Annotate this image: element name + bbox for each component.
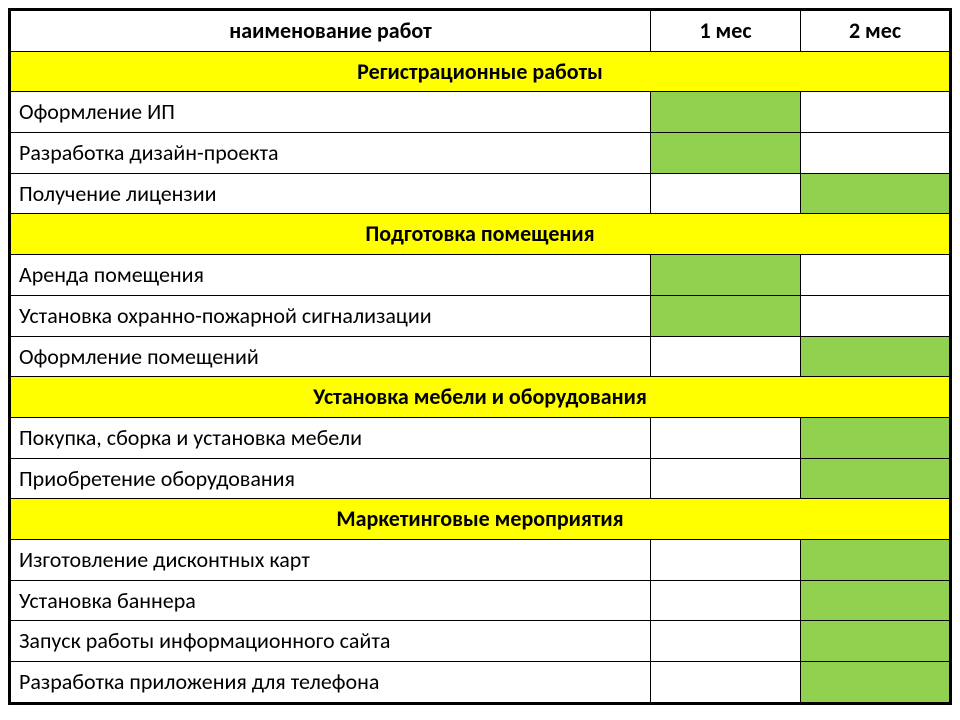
month2-cell: [801, 336, 951, 377]
month1-cell: [651, 336, 801, 377]
month1-cell: [651, 133, 801, 174]
month2-cell: [801, 417, 951, 458]
task-name: Оформление помещений: [10, 336, 651, 377]
month2-cell: [801, 133, 951, 174]
section-title: Подготовка помещения: [10, 214, 951, 255]
month1-cell: [651, 255, 801, 296]
section-header: Подготовка помещения: [10, 214, 951, 255]
task-name: Разработка приложения для телефона: [10, 662, 651, 704]
table-row: Разработка приложения для телефона: [10, 662, 951, 704]
month1-cell: [651, 295, 801, 336]
table-row: Оформление помещений: [10, 336, 951, 377]
task-name: Запуск работы информационного сайта: [10, 621, 651, 662]
table-row: Получение лицензии: [10, 173, 951, 214]
task-name: Установка баннера: [10, 580, 651, 621]
table-row: Запуск работы информационного сайта: [10, 621, 951, 662]
month2-cell: [801, 458, 951, 499]
task-name: Установка охранно-пожарной сигнализации: [10, 295, 651, 336]
month1-cell: [651, 173, 801, 214]
month1-cell: [651, 662, 801, 704]
table-header-row: наименование работ 1 мес 2 мес: [10, 10, 951, 52]
month1-cell: [651, 580, 801, 621]
month1-cell: [651, 458, 801, 499]
table-body: Регистрационные работыОформление ИПРазра…: [10, 51, 951, 703]
month1-cell: [651, 621, 801, 662]
table-row: Приобретение оборудования: [10, 458, 951, 499]
section-header: Регистрационные работы: [10, 51, 951, 92]
section-title: Установка мебели и оборудования: [10, 377, 951, 418]
task-name: Оформление ИП: [10, 92, 651, 133]
table-row: Изготовление дисконтных карт: [10, 539, 951, 580]
task-name: Аренда помещения: [10, 255, 651, 296]
table-row: Покупка, сборка и установка мебели: [10, 417, 951, 458]
task-name: Приобретение оборудования: [10, 458, 651, 499]
table-row: Установка баннера: [10, 580, 951, 621]
section-title: Маркетинговые мероприятия: [10, 499, 951, 540]
table-row: Оформление ИП: [10, 92, 951, 133]
month2-cell: [801, 662, 951, 704]
month2-cell: [801, 539, 951, 580]
table-row: Аренда помещения: [10, 255, 951, 296]
task-name: Изготовление дисконтных карт: [10, 539, 651, 580]
section-title: Регистрационные работы: [10, 51, 951, 92]
task-name: Покупка, сборка и установка мебели: [10, 417, 651, 458]
month2-cell: [801, 295, 951, 336]
column-header-month1: 1 мес: [651, 10, 801, 52]
month2-cell: [801, 621, 951, 662]
month2-cell: [801, 92, 951, 133]
section-header: Установка мебели и оборудования: [10, 377, 951, 418]
month1-cell: [651, 92, 801, 133]
task-name: Разработка дизайн-проекта: [10, 133, 651, 174]
column-header-name: наименование работ: [10, 10, 651, 52]
project-plan-table: наименование работ 1 мес 2 мес Регистрац…: [8, 8, 952, 705]
month1-cell: [651, 417, 801, 458]
table-row: Установка охранно-пожарной сигнализации: [10, 295, 951, 336]
section-header: Маркетинговые мероприятия: [10, 499, 951, 540]
task-name: Получение лицензии: [10, 173, 651, 214]
month2-cell: [801, 580, 951, 621]
month2-cell: [801, 255, 951, 296]
table-row: Разработка дизайн-проекта: [10, 133, 951, 174]
month2-cell: [801, 173, 951, 214]
column-header-month2: 2 мес: [801, 10, 951, 52]
month1-cell: [651, 539, 801, 580]
